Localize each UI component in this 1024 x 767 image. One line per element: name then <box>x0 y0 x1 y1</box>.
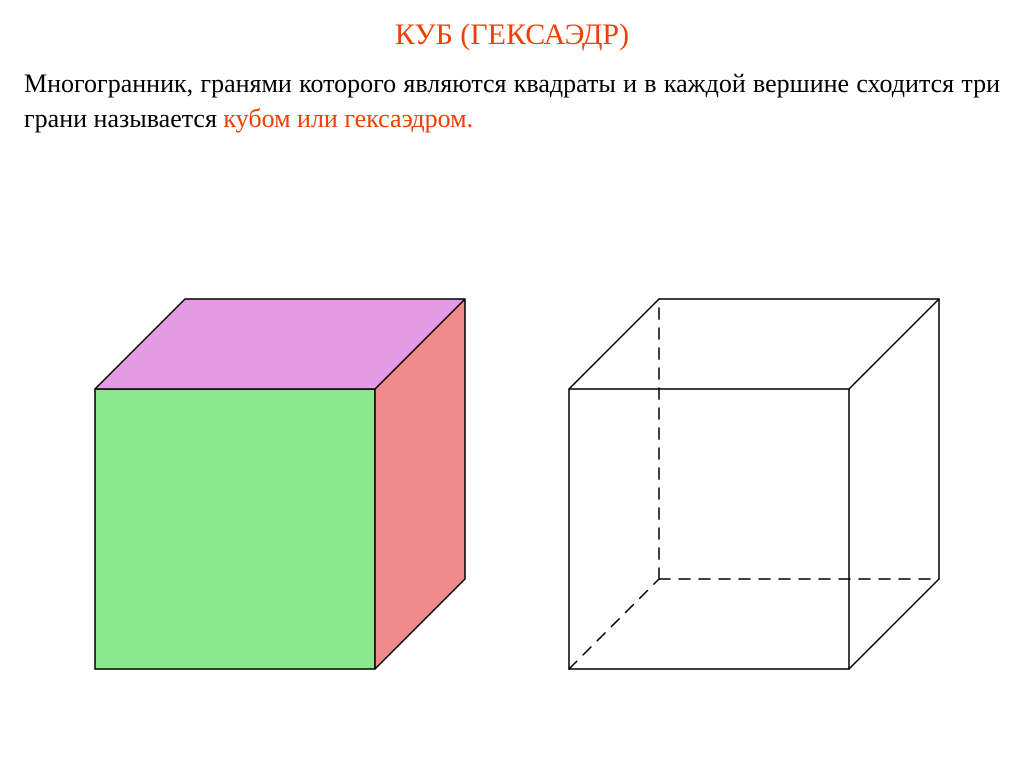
slide-title: КУБ (ГЕКСАЭДР) <box>20 18 1004 52</box>
definition-prefix: Многогранник, гранями которого являются … <box>24 69 1000 133</box>
solid-cube-diagram <box>75 259 475 689</box>
solid-cube-svg <box>75 259 475 689</box>
definition-paragraph: Многогранник, гранями которого являются … <box>24 66 1000 136</box>
diagram-row <box>0 180 1024 767</box>
slide: КУБ (ГЕКСАЭДР) Многогранник, гранями кот… <box>0 0 1024 767</box>
wireframe-cube-diagram <box>549 259 949 689</box>
wire-cube-svg <box>549 259 949 689</box>
definition-highlight: кубом или гексаэдром. <box>223 104 473 133</box>
